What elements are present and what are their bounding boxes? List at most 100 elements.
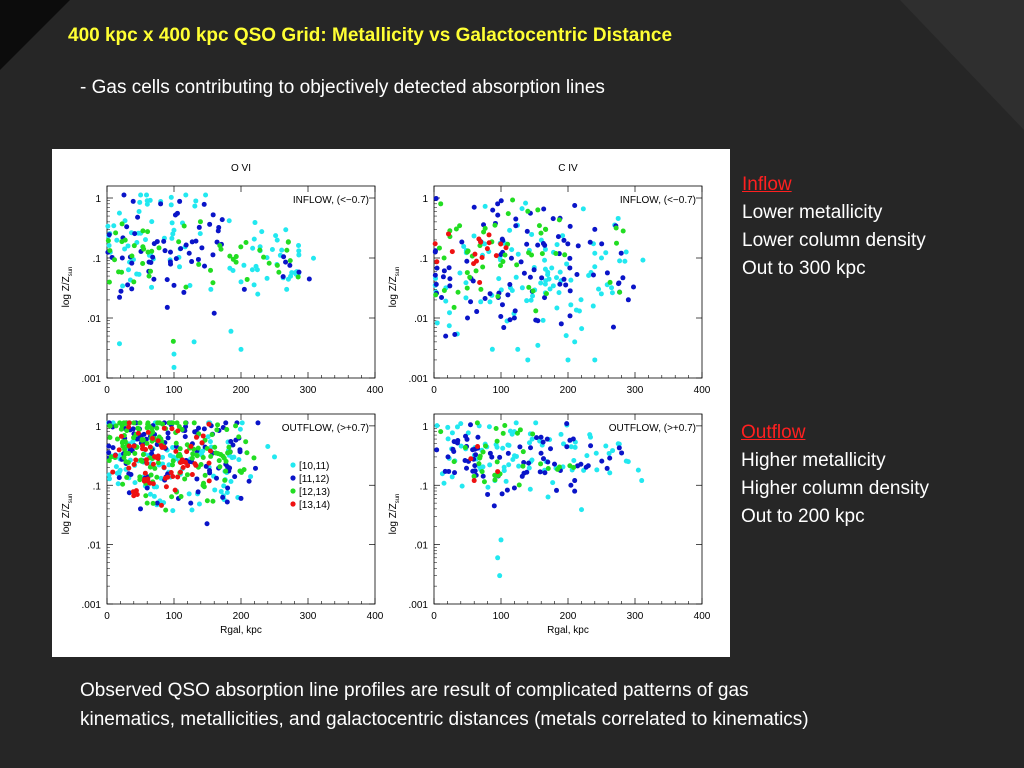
y-tick-label: .1 [93, 254, 102, 265]
scatter-point [224, 427, 230, 433]
scatter-point [499, 491, 505, 497]
scatter-point [564, 421, 570, 427]
scatter-point [482, 295, 488, 301]
scatter-point [161, 238, 167, 244]
y-tick-label: .01 [414, 314, 428, 325]
x-tick-label: 0 [104, 385, 110, 396]
scatter-point [200, 448, 206, 454]
scatter-point [542, 295, 548, 301]
scatter-point [504, 487, 510, 493]
scatter-point [538, 434, 544, 440]
scatter-point [441, 268, 447, 274]
scatter-point [176, 239, 182, 245]
scatter-point [499, 236, 505, 242]
scatter-point [518, 259, 524, 265]
scatter-point [618, 250, 624, 256]
scatter-point [113, 423, 119, 429]
scatter-point [132, 231, 138, 237]
scatter-point [116, 210, 122, 216]
scatter-point [519, 285, 525, 291]
x-tick-label: 300 [300, 385, 317, 396]
scatter-point [106, 458, 112, 464]
scatter-point [113, 230, 119, 236]
scatter-point [440, 274, 446, 280]
scatter-point [165, 474, 171, 480]
scatter-point [523, 200, 529, 206]
scatter-point [596, 286, 602, 292]
outflow-line-3: Out to 200 kpc [741, 506, 865, 527]
scatter-point [155, 453, 161, 459]
scatter-point [201, 201, 207, 207]
scatter-point [620, 228, 626, 234]
scatter-point [510, 197, 516, 203]
scatter-point [458, 443, 464, 449]
scatter-point [236, 457, 242, 463]
scatter-point [181, 223, 187, 229]
scatter-point [433, 292, 439, 298]
scatter-point [148, 260, 154, 266]
scatter-point [521, 470, 527, 476]
scatter-point [174, 420, 180, 426]
scatter-point [487, 462, 493, 468]
scatter-point [487, 291, 493, 297]
scatter-point [509, 247, 515, 253]
scatter-point [203, 463, 209, 469]
scatter-point [449, 249, 455, 255]
scatter-point [464, 465, 470, 471]
scatter-point [188, 500, 194, 506]
scatter-point [609, 290, 615, 296]
scatter-point [496, 276, 502, 282]
scatter-point [154, 474, 160, 480]
scatter-point [156, 245, 162, 251]
scatter-point [533, 420, 539, 426]
x-tick-label: 0 [431, 611, 437, 622]
outflow-line-2: Higher column density [741, 478, 929, 499]
scatter-panel-4: 0 100 200 300 400 1 .1 .01 .001 log Z/Zsun OUTFLOW… [388, 413, 711, 636]
scatter-point [227, 253, 233, 259]
scatter-point [142, 237, 148, 243]
scatter-point [265, 443, 271, 449]
scatter-point [136, 209, 142, 215]
scatter-point [516, 482, 522, 488]
scatter-point [194, 453, 200, 459]
scatter-point [204, 521, 210, 527]
scatter-point [105, 238, 111, 244]
scatter-point [138, 192, 144, 198]
scatter-point [121, 454, 127, 460]
scatter-point [131, 493, 137, 499]
scatter-point [144, 192, 150, 198]
scatter-point [498, 314, 504, 320]
scatter-point [244, 450, 250, 456]
scatter-point [206, 478, 212, 484]
scatter-point [125, 267, 131, 273]
scatter-point [142, 476, 148, 482]
scatter-point [615, 441, 621, 447]
scatter-point [514, 262, 520, 268]
scatter-point [498, 241, 504, 247]
scatter-point [524, 241, 530, 247]
scatter-point [132, 480, 138, 486]
scatter-point [516, 463, 522, 469]
scatter-point [182, 476, 188, 482]
scatter-point [184, 442, 190, 448]
scatter-point [289, 270, 295, 276]
scatter-point [193, 198, 199, 204]
x-tick-label: 400 [694, 385, 711, 396]
scatter-point [493, 426, 499, 432]
scatter-point [432, 248, 438, 254]
scatter-point [449, 430, 455, 436]
scatter-point [478, 299, 484, 305]
inflow-line-3: Out to 300 kpc [742, 258, 866, 279]
series-3 [105, 219, 301, 344]
scatter-point [155, 438, 161, 444]
scatter-point [208, 286, 214, 292]
scatter-point [525, 357, 531, 363]
scatter-point [622, 258, 628, 264]
scatter-point [239, 420, 245, 426]
scatter-point [449, 474, 455, 480]
y-axis-label: log Z/Zsun [61, 267, 74, 308]
y-axis-label-subscript: sun [68, 267, 74, 277]
scatter-point [129, 253, 135, 259]
x-tick-label: 200 [233, 385, 250, 396]
scatter-point [441, 480, 447, 486]
